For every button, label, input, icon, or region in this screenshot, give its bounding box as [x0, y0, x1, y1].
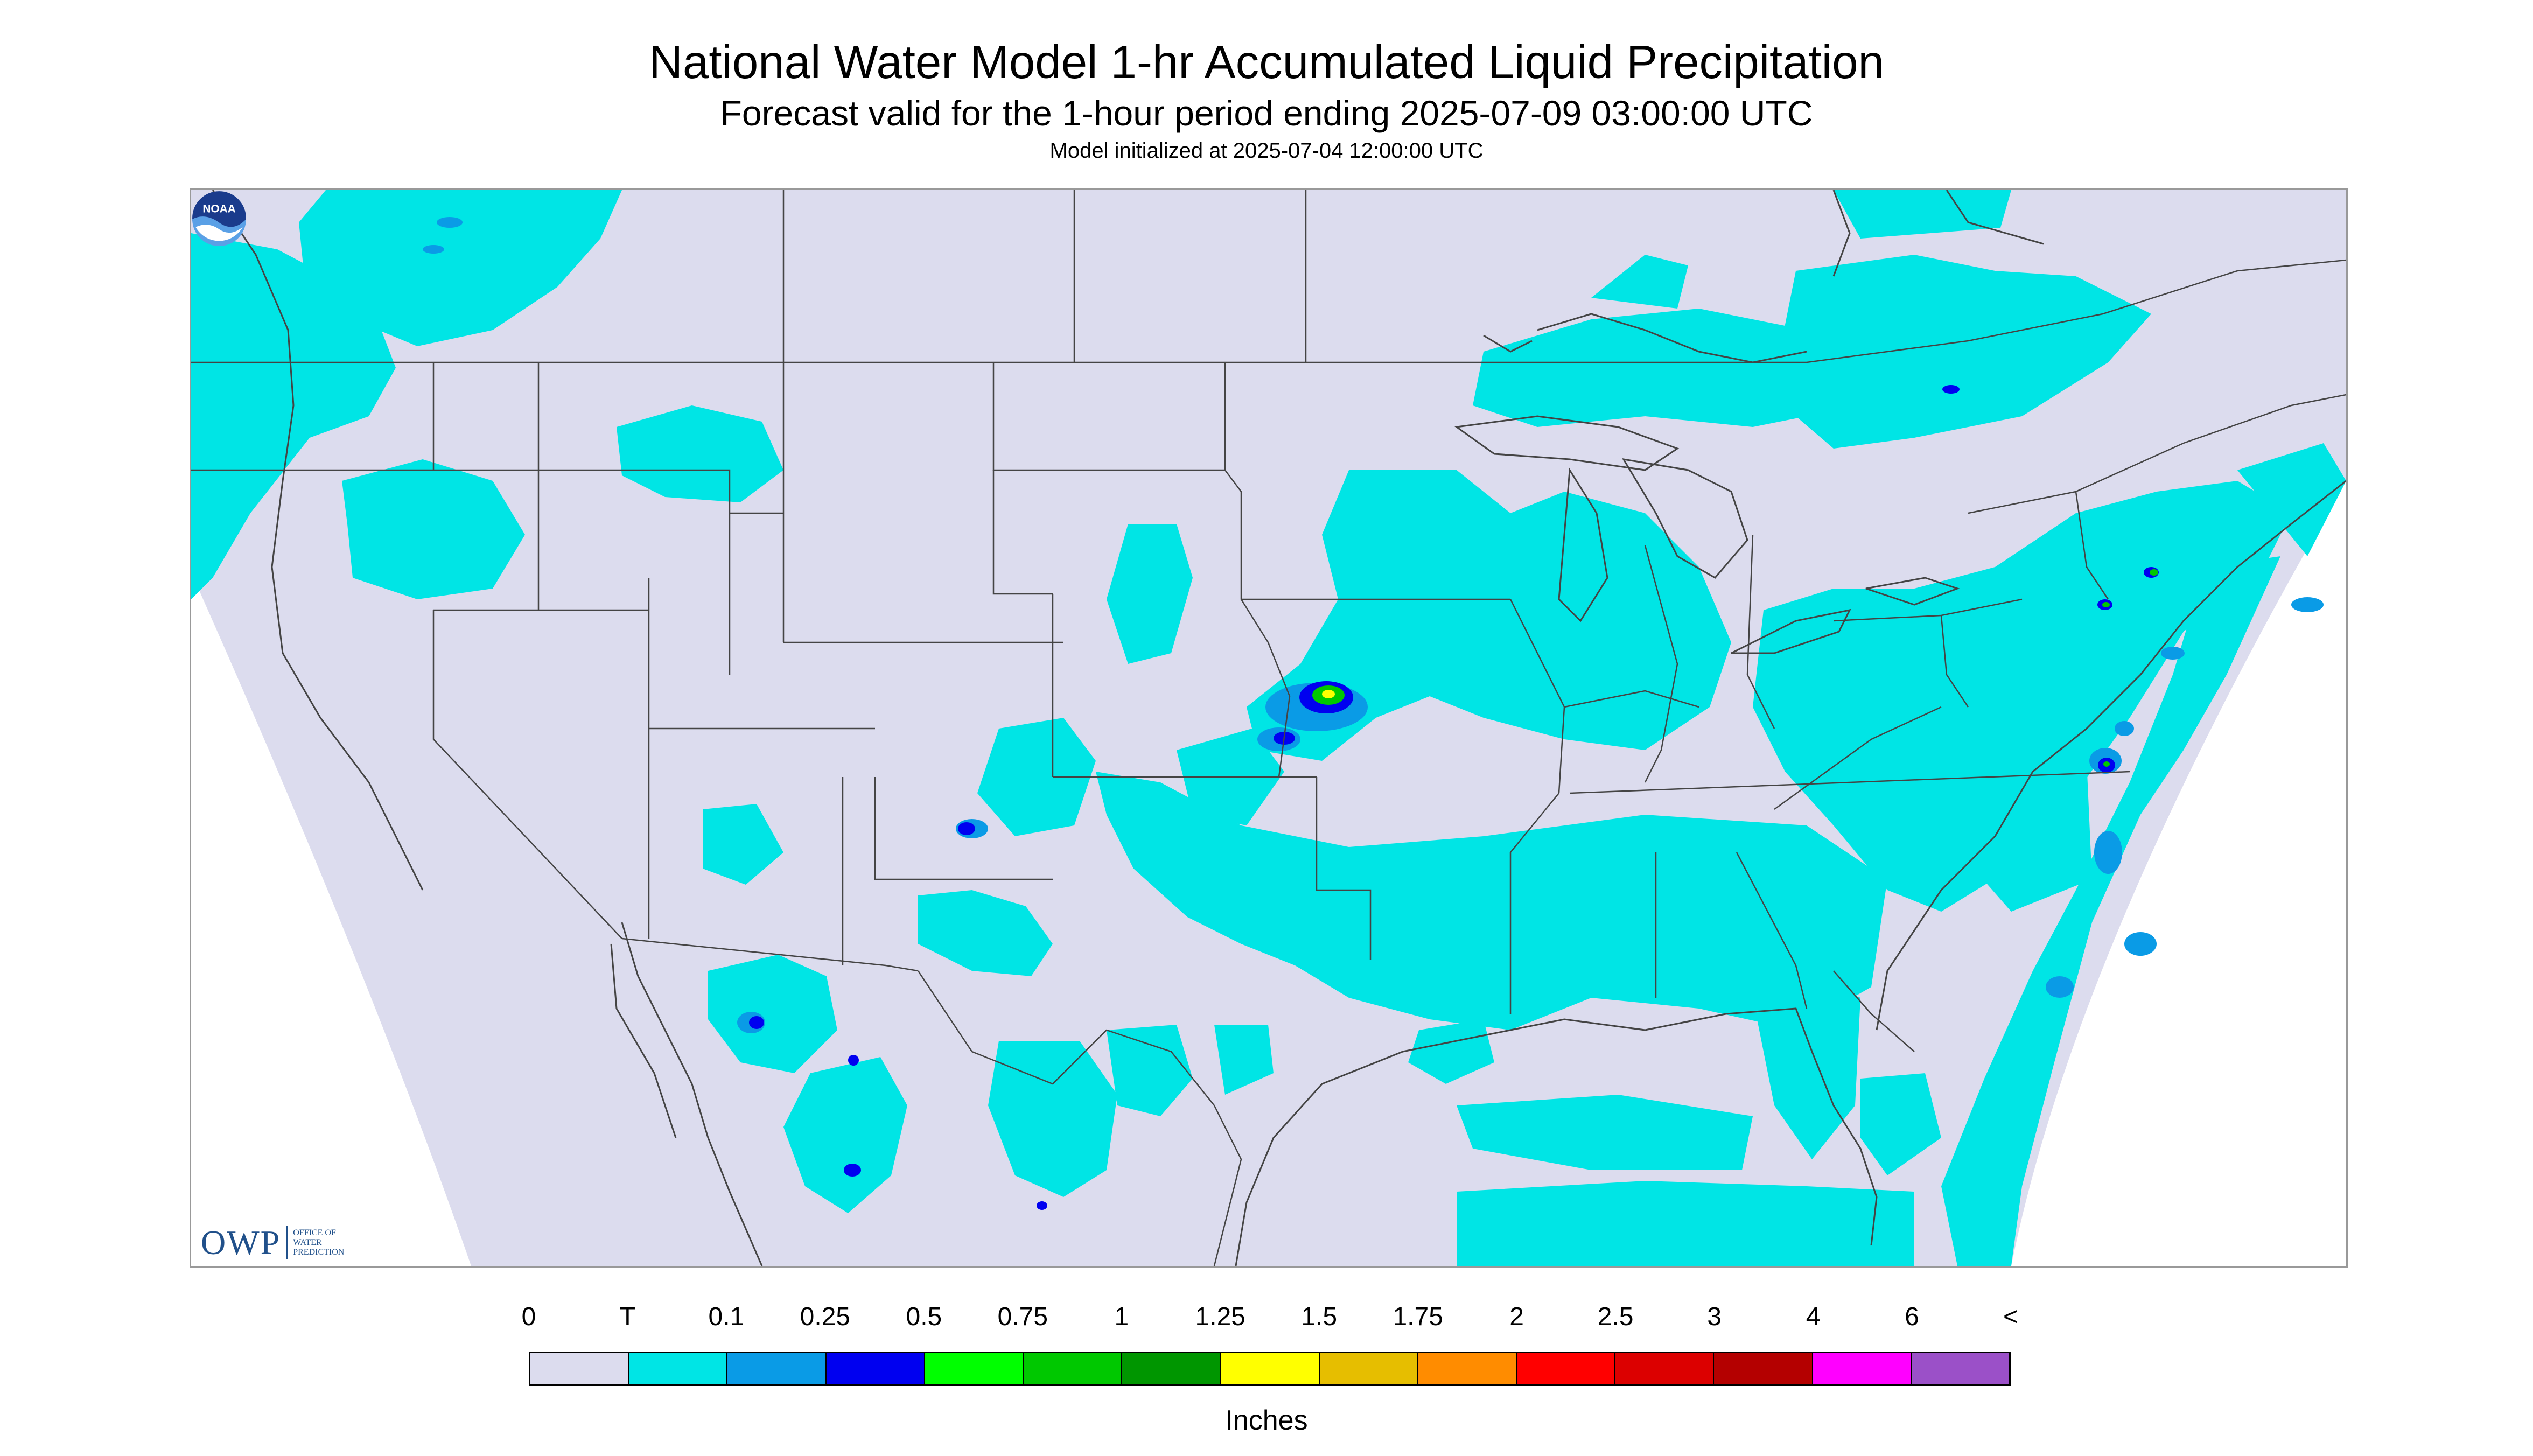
- domain-outside-right: [2011, 190, 2346, 1266]
- political-boundaries: [191, 190, 2346, 1266]
- owp-logo-line2: WATER: [293, 1238, 322, 1247]
- legend-swatch: [1319, 1353, 1418, 1384]
- precipitation-map: OWP OFFICE OF WATER PREDICTION NOAA: [190, 188, 2348, 1268]
- legend-tick-label: 4: [1806, 1303, 1821, 1331]
- legend-swatch: [1517, 1353, 1616, 1384]
- color-legend: [529, 1352, 2011, 1386]
- legend-tick-label: T: [619, 1303, 636, 1331]
- legend-tick-label: 1.75: [1393, 1303, 1443, 1331]
- great-lakes: [1454, 415, 1960, 654]
- legend-units: Inches: [1225, 1405, 1308, 1436]
- legend-tick-label: 2.5: [1597, 1303, 1634, 1331]
- legend-swatch: [629, 1353, 728, 1384]
- legend-swatch: [1221, 1353, 1320, 1384]
- map-title: National Water Model 1-hr Accumulated Li…: [649, 36, 1884, 88]
- map-subtitle: Forecast valid for the 1-hour period end…: [720, 93, 1813, 133]
- legend-tick-label: <: [2003, 1303, 2019, 1331]
- noaa-logo-icon: NOAA: [192, 191, 246, 246]
- legend-tick-label: 0: [521, 1303, 536, 1331]
- legend-swatch: [727, 1353, 827, 1384]
- legend-swatch: [1418, 1353, 1517, 1384]
- legend-tick-label: 0.1: [708, 1303, 745, 1331]
- legend-swatch: [826, 1353, 925, 1384]
- model-init-time: Model initialized at 2025-07-04 12:00:00…: [1049, 139, 1484, 163]
- trace-precip-areas: [191, 190, 2346, 1266]
- legend-swatch: [1813, 1353, 1912, 1384]
- legend-tick-label: 2: [1509, 1303, 1524, 1331]
- legend-tick-label: 6: [1905, 1303, 1919, 1331]
- legend-swatch: [1714, 1353, 1813, 1384]
- legend-swatch: [1024, 1353, 1123, 1384]
- legend-tick-label: 0.25: [800, 1303, 851, 1331]
- owp-logo-letters: OWP: [201, 1223, 281, 1262]
- owp-logo: OWP OFFICE OF WATER PREDICTION: [201, 1223, 344, 1262]
- legend-swatch: [925, 1353, 1024, 1384]
- legend-tick-label: 0.75: [997, 1303, 1048, 1331]
- legend-tick-label: 1.25: [1195, 1303, 1245, 1331]
- owp-logo-line3: PREDICTION: [293, 1248, 345, 1257]
- legend-swatch: [530, 1353, 629, 1384]
- peak-precip-areas: [1322, 690, 1335, 698]
- legend-swatch: [1911, 1353, 2010, 1384]
- legend-tick-label: 1: [1114, 1303, 1129, 1331]
- legend-swatch: [1122, 1353, 1221, 1384]
- domain-outside-left: [191, 190, 471, 1266]
- owp-logo-line1: OFFICE OF: [293, 1228, 336, 1237]
- legend-swatch: [1615, 1353, 1715, 1384]
- legend-tick-label: 3: [1707, 1303, 1722, 1331]
- coastlines: [212, 190, 2346, 1266]
- owp-logo-subtext: OFFICE OF WATER PREDICTION: [293, 1228, 344, 1257]
- noaa-logo-text: NOAA: [202, 203, 235, 215]
- legend-tick-label: 1.5: [1301, 1303, 1338, 1331]
- owp-logo-divider: [286, 1226, 288, 1259]
- legend-tick-label: 0.5: [906, 1303, 942, 1331]
